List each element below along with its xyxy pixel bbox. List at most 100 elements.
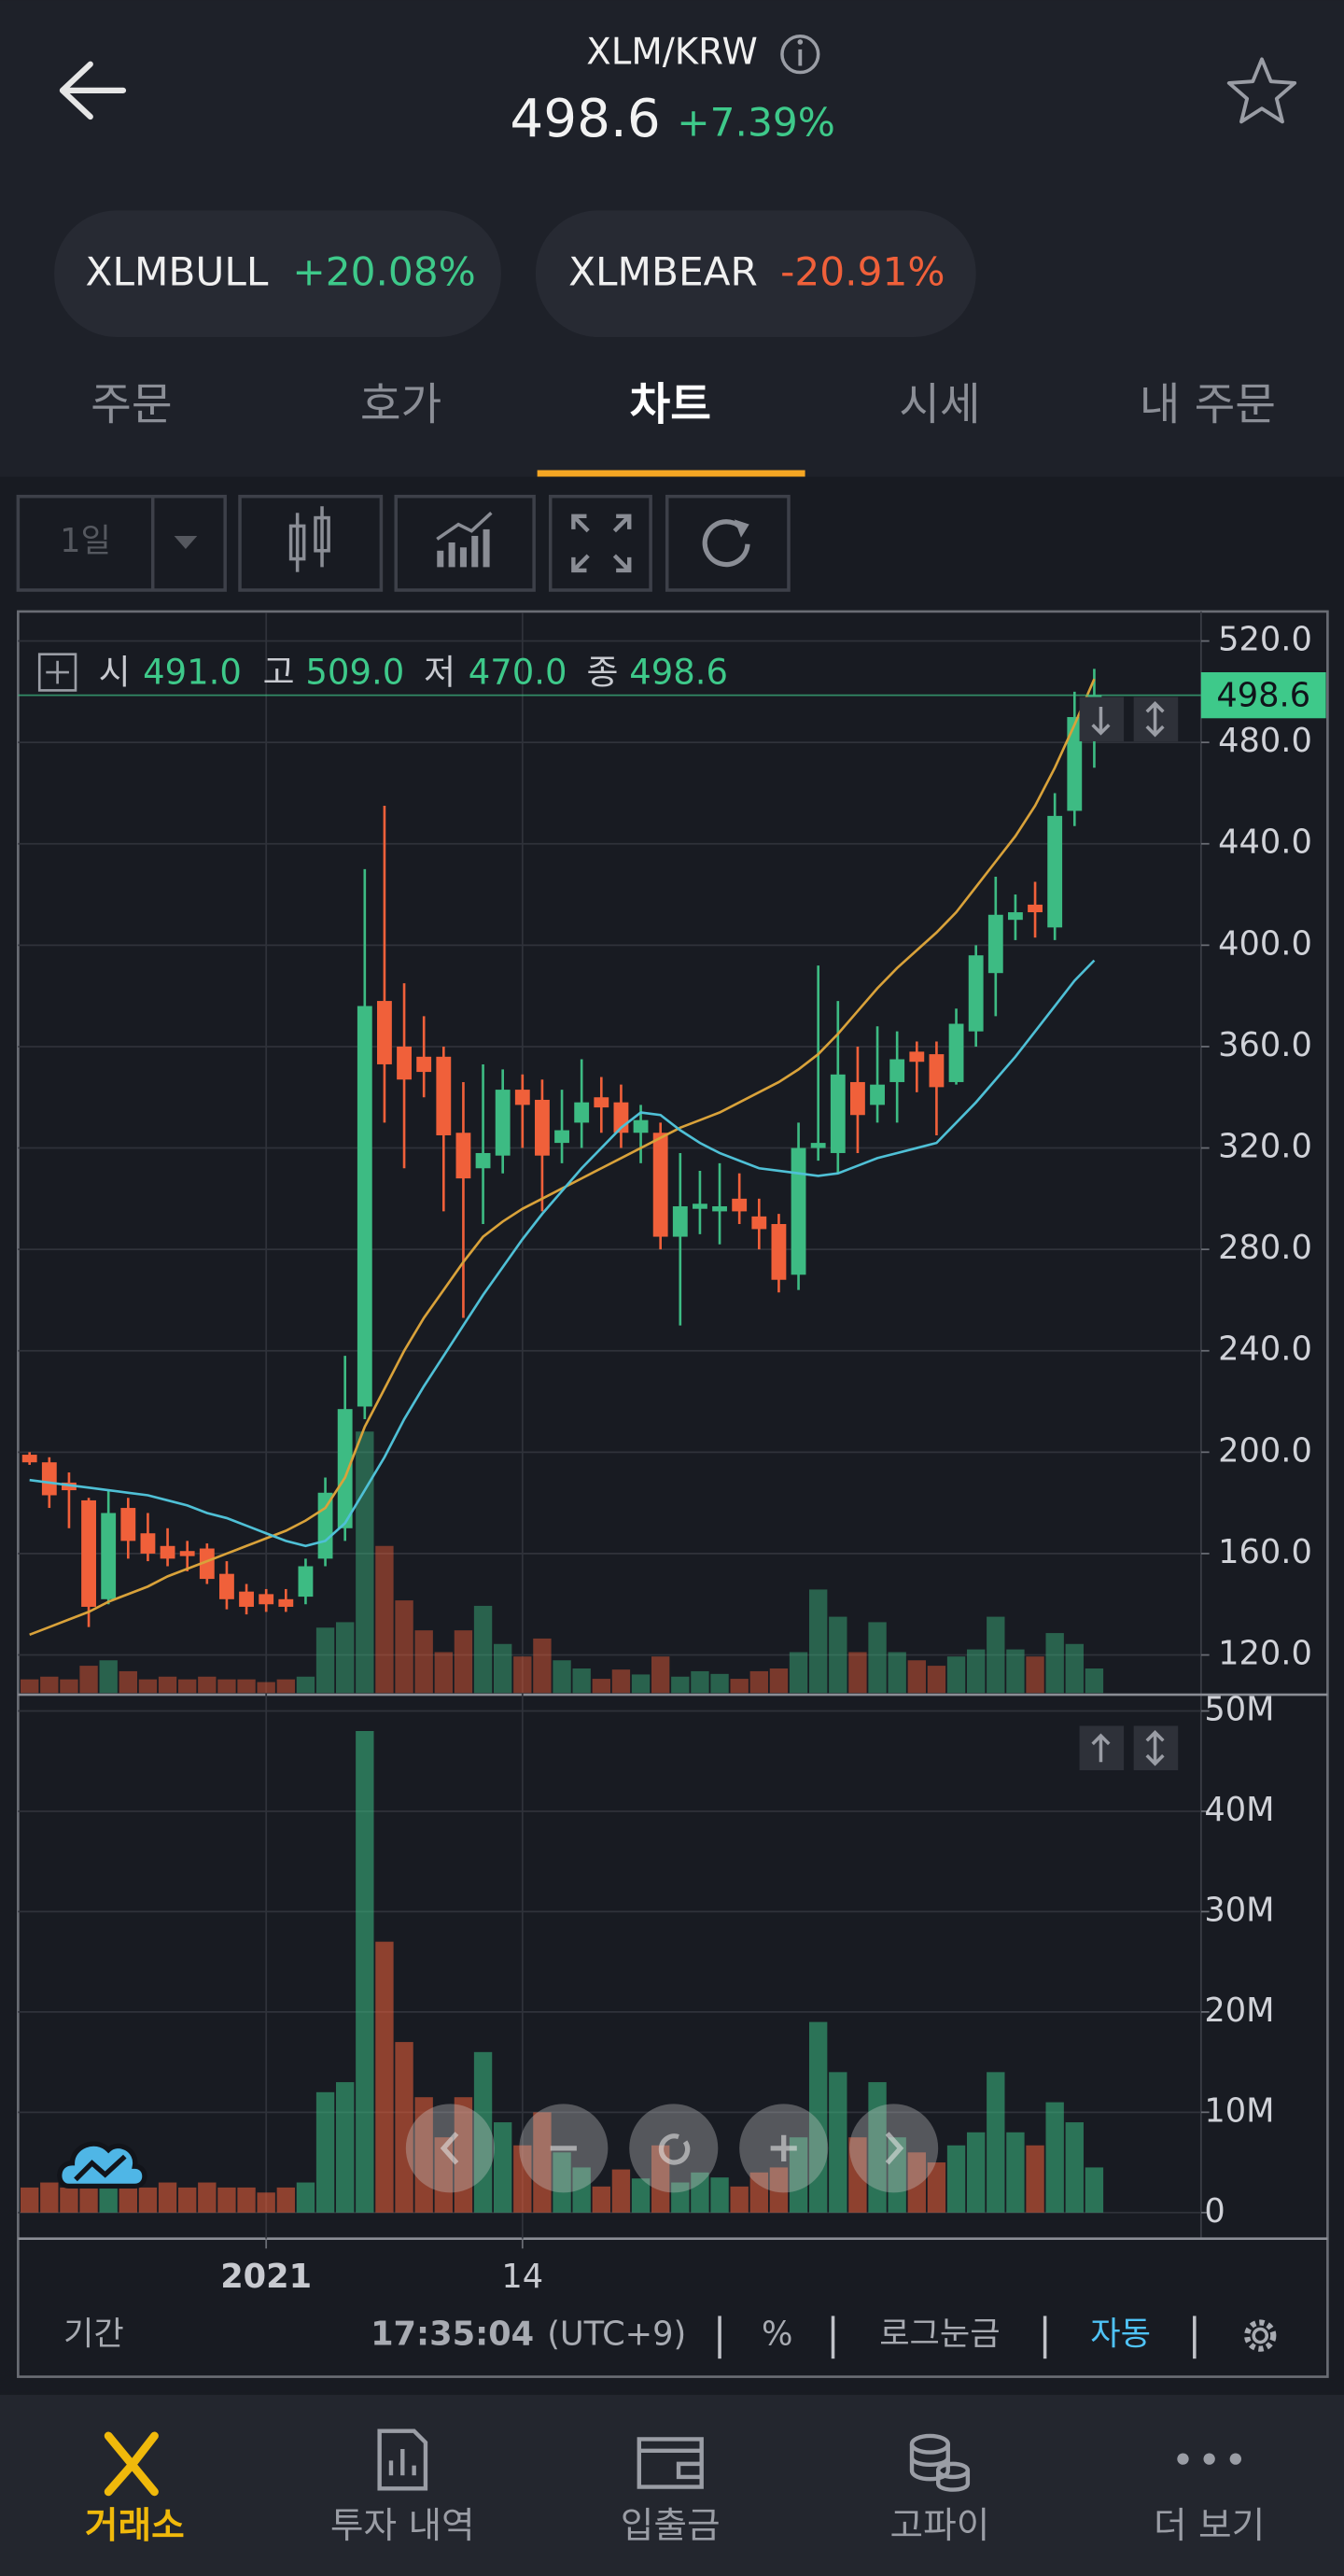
candle-body (929, 1054, 945, 1088)
y-tick-label: 10M (1204, 2091, 1274, 2130)
volume-overlay-bar (808, 1589, 828, 1694)
nav-icon (909, 2433, 971, 2492)
candle-body (397, 1046, 412, 1080)
volume-bar (473, 2051, 493, 2213)
volume-bar (60, 2187, 78, 2213)
candle-body (259, 1594, 274, 1605)
volume-bar (710, 2177, 729, 2213)
volume-overlay-bar (434, 1652, 453, 1694)
back-button[interactable] (59, 61, 127, 120)
moving-average (29, 959, 1096, 1548)
volume-overlay-bar (21, 1679, 39, 1694)
volume-overlay-bar (60, 1679, 78, 1694)
info-icon[interactable] (780, 35, 820, 75)
volume-bar (237, 2187, 256, 2213)
volume-bar (454, 2097, 473, 2213)
volume-bar (808, 2021, 828, 2213)
fullscreen-button[interactable] (548, 494, 652, 592)
volume-bar (691, 2172, 709, 2213)
candle-body (278, 1598, 294, 1607)
volume-overlay-bar (966, 1649, 986, 1694)
volume-overlay-bar (829, 1616, 847, 1694)
volume-overlay-bar (375, 1545, 394, 1694)
log-toggle[interactable]: 로그눈금 (879, 2316, 1001, 2354)
scroll-left-button[interactable] (405, 2104, 495, 2193)
candle-body (732, 1198, 748, 1212)
candle-body (298, 1566, 314, 1598)
candle-body (81, 1499, 96, 1607)
candle-body (712, 1205, 727, 1212)
candle-body (120, 1508, 136, 1541)
symbol: XLM/KRW (586, 32, 758, 74)
volume-overlay-bar (848, 1652, 867, 1694)
volume-overlay-bar (79, 1666, 98, 1694)
candle-body (62, 1482, 77, 1491)
volume-bar (592, 2186, 610, 2213)
price: 498.6 (510, 89, 660, 149)
nav-item[interactable]: 더 보기 (1154, 2505, 1265, 2547)
volume-overlay-bar (217, 1679, 236, 1694)
legend-toggle[interactable] (37, 653, 77, 692)
volume-bar (1045, 2102, 1064, 2213)
ticker-pill[interactable] (535, 210, 976, 337)
interval-button[interactable] (16, 494, 227, 592)
volume-overlay-bar (336, 1622, 355, 1694)
tab-indicator (537, 470, 805, 477)
tab[interactable]: 내 주문 (1140, 380, 1276, 431)
ticker-pill[interactable] (54, 210, 501, 337)
candle-body (160, 1545, 175, 1559)
settings-button[interactable] (1244, 2319, 1277, 2352)
volume-overlay-bar (1006, 1649, 1025, 1694)
zoom-controls (405, 2104, 939, 2193)
candle-body (1028, 904, 1043, 913)
candle-body (751, 1216, 767, 1230)
price-change: +7.39% (677, 99, 835, 145)
timezone[interactable]: (UTC+9) (547, 2316, 686, 2354)
candle-body (455, 1133, 471, 1179)
volume-overlay-bar (987, 1616, 1005, 1694)
volume-bar (257, 2192, 275, 2213)
ticker-change: -20.91% (780, 249, 945, 295)
volume-bar (671, 2182, 690, 2213)
nav-item[interactable]: 고파이 (890, 2505, 990, 2547)
tab[interactable]: 호가 (360, 380, 441, 431)
volume-bar (553, 2152, 571, 2213)
indicator-button[interactable] (394, 494, 536, 592)
volume-overlay-bar (611, 1669, 631, 1694)
volume-overlay-bar (237, 1679, 256, 1694)
nav-item-active[interactable]: 거래소 (85, 2505, 185, 2547)
candle-body (1067, 716, 1083, 811)
auto-toggle[interactable]: 자동 (1090, 2316, 1151, 2354)
y-tick-label: 440.0 (1218, 823, 1312, 862)
volume-overlay-bar (671, 1676, 690, 1694)
chart-type-button[interactable] (238, 494, 384, 592)
candle-body (140, 1533, 156, 1554)
candle-body (693, 1204, 707, 1209)
y-tick-label: 0 (1204, 2192, 1225, 2231)
y-tick-label: 20M (1204, 1992, 1274, 2030)
nav-item[interactable]: 입출금 (621, 2505, 721, 2547)
tab-active[interactable]: 차트 (630, 380, 711, 431)
volume-bar (375, 1941, 394, 2213)
scroll-right-button[interactable] (849, 2104, 939, 2193)
refresh-button[interactable] (665, 494, 791, 592)
favorite-star[interactable] (1226, 57, 1297, 124)
reset-button[interactable] (629, 2104, 719, 2193)
candle-body (652, 1133, 668, 1237)
volume-overlay-bar (315, 1627, 335, 1694)
percent-toggle[interactable]: % (762, 2316, 792, 2354)
tab[interactable]: 주문 (91, 380, 172, 431)
volume-bar (1065, 2122, 1084, 2213)
volume-overlay-bar (473, 1605, 493, 1694)
period-label[interactable]: 기간 (63, 2316, 124, 2354)
volume-overlay-bar (572, 1668, 591, 1694)
candle-body (909, 1051, 925, 1063)
ohlc-label: 고 (263, 652, 295, 692)
candle-body (436, 1056, 452, 1135)
volume-overlay-bar (414, 1630, 433, 1694)
volume-overlay-bar (257, 1682, 275, 1694)
tab[interactable]: 시세 (899, 380, 980, 431)
nav-item[interactable]: 투자 내역 (330, 2505, 475, 2547)
volume-bar (276, 2187, 295, 2213)
